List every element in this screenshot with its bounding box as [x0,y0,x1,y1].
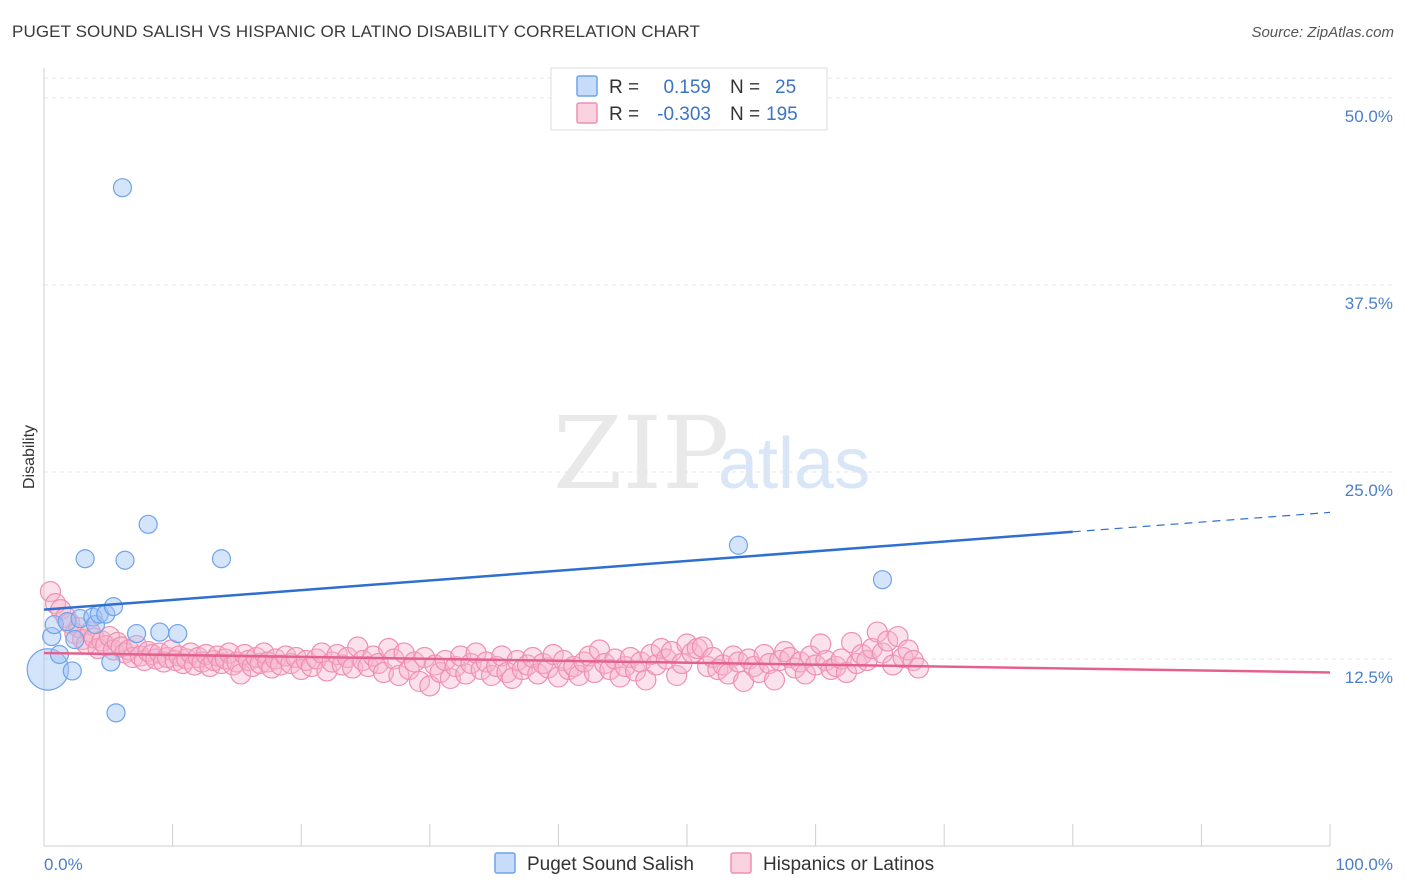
hispanic-point [39,581,62,603]
y-tick-label: 12.5% [1345,668,1393,687]
salish-point [65,629,85,650]
hispanic-point [218,642,240,664]
legend-swatch-hispanic [576,102,598,124]
salish-point [85,614,106,635]
salish-point [62,661,82,681]
hispanic-point [568,664,590,687]
hispanic-point [388,664,410,687]
bottom-legend-swatch-hispanic [730,852,752,874]
legend-r-value-hispanic: -0.303 [657,104,711,125]
salish-point [126,623,147,644]
watermark-atlas: atlas [718,424,870,504]
hispanic-point [137,640,159,663]
legend-n-label-salish: N = [730,77,760,98]
hispanic-point [645,654,667,676]
y-tick-labels: 12.5% 25.0% 37.5% 50.0% [1345,107,1393,687]
salish-point [115,550,135,570]
hispanic-point [763,669,786,691]
salish-point [101,652,121,672]
salish-point [75,549,95,569]
bottom-legend-label-hispanic: Hispanics or Latinos [763,854,934,875]
salish-point [150,622,170,642]
legend-r-value-salish: 0.159 [663,77,711,98]
chart-source: Source: ZipAtlas.com [1251,24,1394,41]
salish-trend-line [43,530,1073,611]
bottom-legend-swatch-salish [494,852,516,874]
hispanic-point [486,655,508,678]
hispanic-point [666,664,688,687]
x-tick-label-left: 0.0% [44,855,83,874]
x-ticks [172,824,1331,846]
y-axis-label: Disability [21,425,38,489]
legend-r-label-salish: R = [609,77,639,98]
salish-point [103,597,124,617]
hispanic-point [877,630,899,652]
salish-point [112,178,133,198]
hispanic-point [861,637,883,660]
chart-title: PUGET SOUND SALISH VS HISPANIC OR LATINO… [12,22,700,41]
watermark-zip: ZIP [553,395,729,512]
salish-point [106,703,126,723]
legend-n-value-salish: 25 [775,77,796,98]
x-tick-label-right: 100.0% [1335,855,1393,874]
y-tick-label: 25.0% [1345,481,1393,500]
hispanic-point [527,663,549,685]
salish-point [26,648,70,691]
salish-point [138,514,158,534]
y-tick-label: 37.5% [1345,294,1393,313]
hispanic-trend-line [43,651,1331,674]
salish-trend-extension [1072,511,1331,533]
hispanic-point [403,651,425,673]
gridlines [44,77,1393,660]
hispanic-point [635,669,657,691]
hispanic-point [779,646,801,669]
hispanic-point [897,639,919,661]
salish-point [728,535,749,555]
y-tick-label: 50.0% [1345,107,1393,126]
legend-n-value-hispanic: 195 [766,104,798,125]
salish-point [168,623,188,644]
legend-swatch-salish [576,75,598,97]
salish-point [42,626,62,647]
hispanic-point [907,657,930,679]
trend-lines [43,511,1331,674]
bottom-legend: Puget Sound Salish Hispanics or Latinos [494,852,934,875]
hispanic-point [408,670,431,693]
legend-n-label-hispanic: N = [730,104,760,125]
bottom-legend-label-salish: Puget Sound Salish [527,854,694,875]
hispanic-point [810,633,832,655]
salish-point [211,549,232,569]
stats-legend: R = 0.159 N = 25 R = -0.303 N = 195 [550,67,828,131]
salish-point [872,570,893,590]
legend-r-label-hispanic: R = [609,104,639,125]
hispanic-point [789,651,811,673]
hispanic-point [522,646,544,669]
